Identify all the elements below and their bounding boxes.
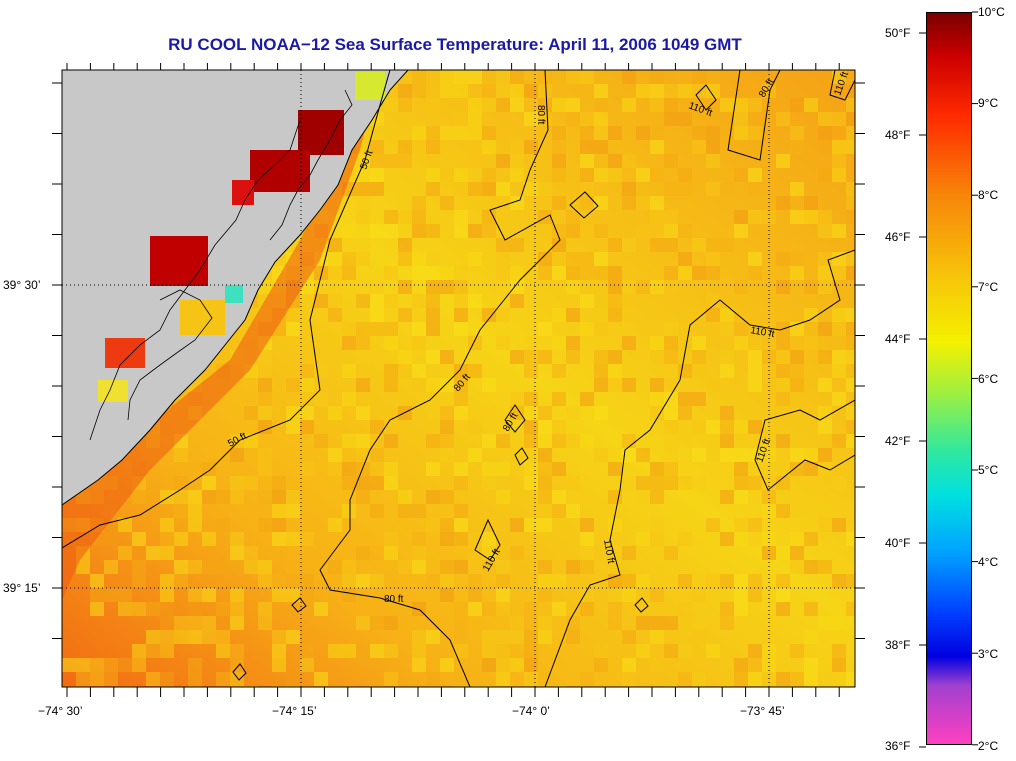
bay-warm-block — [150, 236, 208, 286]
lat-label: 39° 30’ — [3, 278, 41, 292]
coastline — [62, 70, 409, 506]
colorbar-f-label: 50°F — [885, 26, 911, 40]
colorbar-f-label: 44°F — [885, 332, 911, 346]
colorbar-c-label: 5°C — [978, 463, 999, 477]
colorbar-c-label: 6°C — [978, 372, 999, 386]
map-title: RU COOL NOAA−12 Sea Surface Temperature:… — [168, 35, 742, 54]
lon-label: −74° 0’ — [512, 704, 550, 718]
lon-label: −73° 45’ — [740, 704, 785, 718]
bay-warm-block — [298, 110, 344, 155]
bay-cool-block — [225, 285, 243, 303]
contour-loop — [695, 84, 717, 111]
contour-label-110ft-south: 110 ft — [601, 539, 616, 565]
contour-80ft — [319, 70, 561, 687]
contour-loop — [569, 191, 599, 219]
coastal-warm-band — [62, 70, 380, 600]
contour-loop — [291, 597, 307, 613]
colorbar-c-label: 7°C — [978, 280, 999, 294]
contour-loop — [504, 404, 526, 433]
colorbar-f-label: 38°F — [885, 638, 911, 652]
contour-110ft-east — [754, 399, 855, 491]
axis-ticks — [52, 63, 865, 697]
contour-loop — [634, 597, 649, 613]
bay-warm-block — [232, 180, 254, 205]
contour-loop — [514, 447, 529, 466]
bathymetry-contours — [62, 70, 855, 687]
colorbar-f-label: 46°F — [885, 230, 911, 244]
colorbar-c-label: 10°C — [978, 5, 1005, 19]
bay-warm-block — [250, 150, 310, 192]
colorbar-f-label: 36°F — [885, 739, 911, 753]
inner-coastline — [89, 119, 301, 441]
colorbar-f-label: 42°F — [885, 434, 911, 448]
colorbar — [926, 12, 972, 745]
bay-cool-block — [355, 72, 385, 100]
colorbar-gradient — [927, 13, 971, 744]
contour-loop — [232, 663, 247, 681]
contour-110ft-main — [544, 249, 855, 687]
colorbar-f-label: 40°F — [885, 536, 911, 550]
colorbar-f-label: 48°F — [885, 128, 911, 142]
contour-label-110ft-east: 110 ft — [749, 325, 775, 340]
lon-label: −74° 30’ — [38, 704, 83, 718]
colorbar-c-label: 2°C — [978, 739, 999, 753]
marsh-outline — [127, 289, 213, 421]
colorbar-c-label: 4°C — [978, 555, 999, 569]
bay-cool-block — [98, 380, 128, 402]
contour-loop — [474, 518, 501, 561]
barrier-island — [269, 89, 353, 241]
map-frame — [61, 69, 856, 688]
graticule — [62, 70, 855, 687]
contour-110ft-top — [727, 70, 781, 161]
contour-label-80ft-south: 80 ft — [535, 105, 546, 125]
lat-label: 39° 15’ — [3, 581, 41, 595]
contour-110ft-corner — [829, 70, 855, 101]
lon-label: −74° 15’ — [272, 704, 317, 718]
colorbar-c-label: 8°C — [978, 188, 999, 202]
bay-warm-block — [105, 338, 145, 368]
contour-label-80ft-middle: 80 ft — [384, 594, 404, 605]
contour-50ft — [62, 70, 391, 549]
bay-cool-block — [180, 300, 225, 335]
colorbar-c-label: 3°C — [978, 647, 999, 661]
colorbar-c-label: 9°C — [978, 96, 999, 110]
